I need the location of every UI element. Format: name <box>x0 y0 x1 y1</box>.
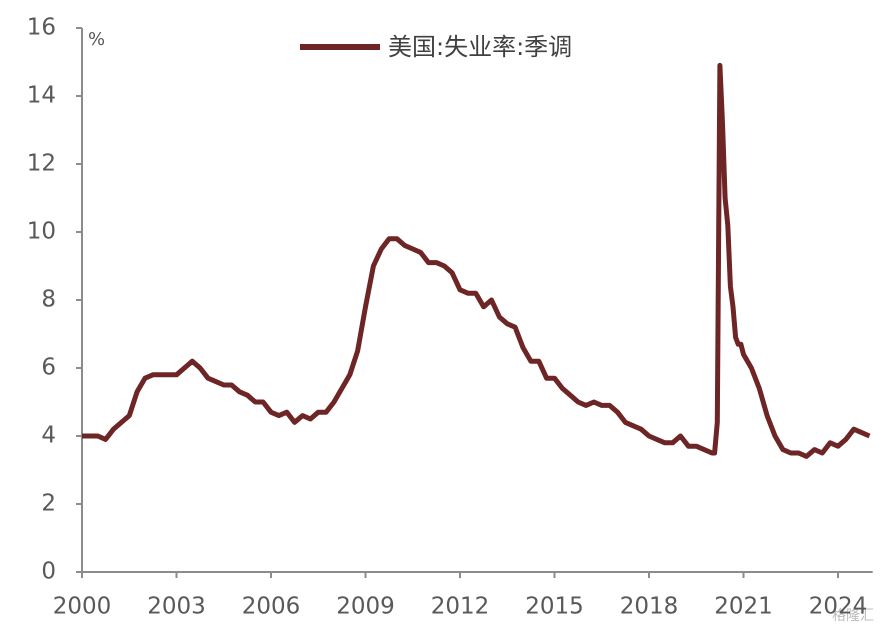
x-tick-label: 2009 <box>336 594 395 620</box>
y-tick-label: 16 <box>27 15 56 41</box>
x-tick-label: 2000 <box>53 594 112 620</box>
y-tick-label: 2 <box>41 491 56 517</box>
x-tick-label: 2006 <box>242 594 301 620</box>
x-tick-label: 2012 <box>431 594 490 620</box>
watermark: 格隆汇 <box>832 608 874 624</box>
y-tick-label: 6 <box>41 355 56 381</box>
y-tick-label: 10 <box>27 219 56 245</box>
y-tick-label: 8 <box>41 287 56 313</box>
unit-label: % <box>88 29 105 50</box>
x-tick-label: 2015 <box>525 594 584 620</box>
y-tick-label: 0 <box>41 559 56 585</box>
y-tick-label: 14 <box>27 83 56 109</box>
y-tick-label: 4 <box>41 423 56 449</box>
legend-label: 美国:失业率:季调 <box>388 33 572 61</box>
x-tick-label: 2021 <box>714 594 773 620</box>
x-tick-label: 2003 <box>147 594 206 620</box>
y-tick-label: 12 <box>27 151 56 177</box>
x-tick-label: 2018 <box>620 594 679 620</box>
series-line <box>82 62 871 459</box>
x-tick-label: 2024 <box>809 594 868 620</box>
